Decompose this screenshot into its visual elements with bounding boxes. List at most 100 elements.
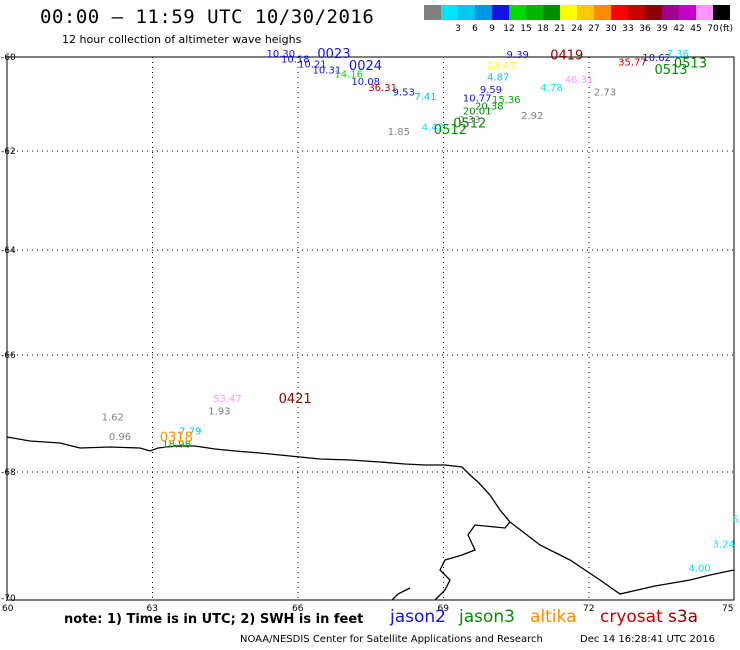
altimeter-map: -60-62-64-66-68-70 10.3010.1810.2110.311… — [1, 47, 740, 604]
latitude-label: -68 — [1, 468, 16, 478]
scale-swatch — [475, 5, 492, 20]
wave-height-value: 4.42 — [422, 122, 444, 133]
legend-jason3: jason3 — [459, 607, 515, 627]
longitude-label: 66 — [292, 604, 304, 614]
scale-swatch — [458, 5, 475, 20]
longitude-label: 75 — [722, 604, 734, 614]
wave-height-value: 10.30 — [266, 49, 295, 60]
wave-height-value: 35.77 — [618, 57, 647, 68]
wave-height-value: 3.24 — [713, 540, 735, 551]
scale-tick-label: 24 — [571, 24, 583, 34]
scale-swatch — [441, 5, 458, 20]
scale-tick-label: 36 — [639, 24, 651, 34]
wave-height-value: 20.01 — [463, 106, 492, 117]
scale-tick-label: 18 — [537, 24, 549, 34]
wave-height-value: 7.36 — [667, 49, 689, 60]
scale-swatch — [424, 5, 441, 20]
scale-tick-label: 12 — [503, 24, 514, 34]
scale-tick-label: 45 — [690, 24, 701, 34]
legend-cryosat: cryosat — [600, 607, 663, 627]
wave-height-value: 9.53 — [393, 88, 415, 99]
pass-time-label: 0024 — [349, 59, 382, 74]
scale-swatch — [509, 5, 526, 20]
wave-height-value: 4.87 — [487, 73, 509, 84]
generation-date: Dec 14 16:28:41 UTC 2016 — [580, 634, 715, 645]
wave-height-value: 2.92 — [521, 111, 543, 122]
coastline-lower — [391, 587, 411, 601]
wave-height-value: 15.36 — [492, 95, 521, 106]
pass-time-label: 0318 — [160, 431, 193, 446]
coastline — [6, 436, 735, 601]
latitude-label: -62 — [1, 147, 16, 157]
wave-height-value: 14.16 — [334, 70, 363, 81]
latitude-labels: -60 -62 -64 -66 -68 -70 — [1, 53, 16, 604]
map-subtitle: 12 hour collection of altimeter wave hei… — [62, 33, 302, 46]
scale-swatch — [594, 5, 611, 20]
wave-height-value: 4.78 — [541, 83, 563, 94]
wave-height-value: 10.77 — [463, 94, 492, 105]
scale-swatch — [526, 5, 543, 20]
wave-height-value: 1.85 — [388, 127, 410, 138]
wave-height-value: 20.38 — [475, 102, 504, 113]
latitude-label: -64 — [1, 246, 16, 256]
credit-line: NOAA/NESDIS Center for Satellite Applica… — [240, 634, 543, 645]
lat-lon-grid — [7, 57, 734, 600]
scale-tick-label: 33 — [622, 24, 633, 34]
wave-height-value: 10.62 — [642, 53, 671, 64]
wave-height-value: 0.33 — [458, 115, 480, 126]
pass-time-label: 0023 — [317, 47, 350, 62]
latitude-label: -66 — [1, 351, 16, 361]
scale-swatch — [679, 5, 696, 20]
wave-height-value: 7.41 — [414, 92, 436, 103]
scale-tick-label: 27 — [588, 24, 599, 34]
wave-height-value: 18.98 — [162, 439, 191, 450]
wave-height-value: 2.73 — [594, 88, 616, 99]
scale-swatch — [543, 5, 560, 20]
pass-time-label: 0421 — [279, 392, 312, 407]
wave-height-value: 9.59 — [480, 85, 502, 96]
scale-tick-label: 30 — [605, 24, 617, 34]
wave-height-value: 4.00 — [688, 564, 710, 575]
wave-height-value: 10.08 — [351, 77, 380, 88]
longitude-label: 60 — [2, 604, 14, 614]
map-frame — [6, 56, 735, 601]
wave-height-value: 7.79 — [179, 427, 201, 438]
color-scale-legend: 3 6 9 12 15 18 21 24 27 30 33 36 39 42 45 70 (ft) — [424, 5, 733, 34]
scale-swatch — [577, 5, 594, 20]
pass-time-label: 0512 — [434, 123, 467, 138]
wave-height-value: 10.31 — [313, 65, 342, 76]
wave-height-value: 9.39 — [507, 50, 529, 61]
longitude-label: 63 — [146, 604, 158, 614]
legend-altika: altika — [530, 607, 577, 627]
scale-swatch — [696, 5, 713, 20]
coastline-inlet — [509, 521, 735, 595]
scale-tick-label: 3 — [455, 24, 461, 34]
scale-swatch — [645, 5, 662, 20]
wave-height-value: 10.18 — [281, 55, 310, 66]
scale-swatch — [662, 5, 679, 20]
scale-unit: (ft) — [719, 24, 733, 34]
wave-height-value: 1.93 — [208, 407, 230, 418]
pass-time-label: 0512 — [453, 117, 486, 132]
scale-swatch — [560, 5, 577, 20]
scale-tick-label: 6 — [472, 24, 478, 34]
map-title: 00:00 – 11:59 UTC 10/30/2016 — [40, 6, 375, 28]
legend-jason2: jason2 — [390, 607, 446, 627]
scale-swatch — [713, 5, 730, 20]
longitude-label: 72 — [583, 604, 595, 614]
pass-time-label: 0513 — [674, 56, 707, 71]
latitude-label: -60 — [1, 53, 16, 63]
wave-height-value: 46.31 — [565, 75, 594, 86]
scale-tick-label: 15 — [520, 24, 531, 34]
pass-time-label: 0513 — [654, 63, 687, 78]
scale-swatch — [611, 5, 628, 20]
latitude-label: -70 — [1, 594, 16, 604]
scale-swatch — [628, 5, 645, 20]
scale-tick-label: 21 — [554, 24, 565, 34]
legend-s3a: s3a — [668, 607, 699, 627]
wave-height-value: 23.47 — [487, 61, 516, 72]
wave-height-value: 0.96 — [109, 432, 131, 443]
wave-height-value: 10.21 — [298, 59, 327, 70]
